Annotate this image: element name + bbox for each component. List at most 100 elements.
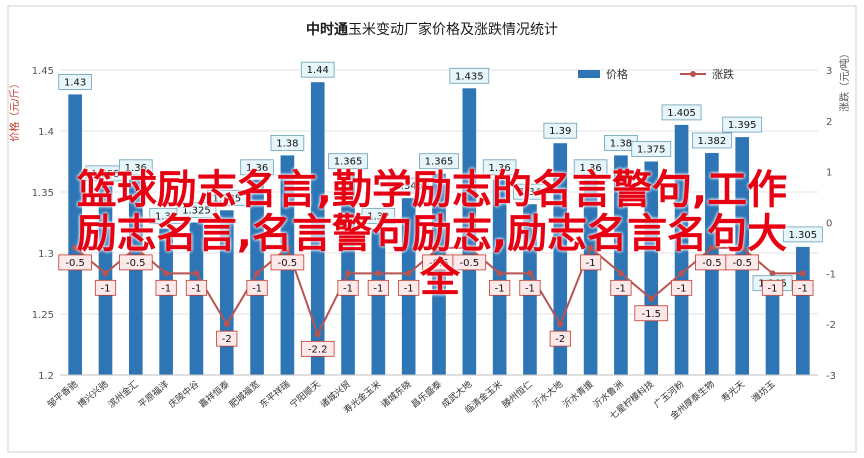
change-point [739,244,746,251]
price-bar [583,179,598,375]
change-point [223,321,230,328]
price-label-box [543,122,578,139]
y-axis-left-title: 价格（元/斤） [8,78,21,141]
price-bar [432,173,446,375]
change-label: -1 [404,283,414,294]
y-tick-left: 1.2 [38,371,54,382]
change-point [72,244,79,251]
change-point [799,270,806,277]
change-label: -2 [555,334,565,345]
change-point [526,270,533,277]
change-label-box [58,254,92,271]
price-label-box [482,159,517,176]
y-tick-right: 1 [826,168,832,179]
change-point [648,295,655,302]
price-label: 1.365 [334,157,363,168]
price-label-box [388,177,429,194]
y-tick-right: 0 [826,219,832,230]
chart-title: 中时通玉米变动厂家价格及涨跌情况统计 [306,21,558,38]
price-bar [674,124,689,376]
price-label: 1.32 [367,212,389,223]
change-label: -1 [586,258,596,269]
change-label: -2.2 [308,344,328,355]
price-label-box [513,183,547,200]
change-point [496,270,503,277]
change-label: -1 [373,283,383,294]
price-label: 1.38 [276,138,298,149]
price-label-box [691,132,732,149]
change-point [193,270,200,277]
change-label: -0.5 [65,258,85,269]
price-label-box [328,153,368,170]
change-label: -0.5 [429,258,449,269]
change-label-box [300,340,335,357]
price-label: 1.34 [519,187,541,198]
change-label-box [367,279,389,296]
change-label-box [519,279,541,296]
change-point [436,244,442,251]
y-tick-right: -2 [826,320,836,331]
price-label-box [722,116,763,133]
change-label-box [337,279,359,296]
change-label-box [670,279,693,296]
price-bar [250,179,264,375]
price-label-box [661,104,702,121]
price-bar [159,228,173,375]
price-label: 1.38 [610,138,632,149]
change-label-box [610,279,632,296]
price-label: 1.305 [789,230,818,241]
price-label-box [631,141,672,157]
y-tick-left: 1.3 [38,249,54,260]
price-label-box [119,159,153,176]
change-label: -1 [343,283,353,294]
change-label-box [119,254,153,271]
change-label-box [398,279,420,296]
change-label: -1 [798,283,808,294]
price-label: 1.32 [155,212,177,223]
y-tick-left: 1.35 [32,188,54,199]
legend-bar-label: 价格 [606,67,628,81]
change-label-box [761,279,784,296]
y-tick-right: -1 [826,269,836,280]
change-label-box [489,279,511,296]
price-label-box [361,208,396,225]
change-point [557,321,564,328]
change-point [163,270,170,277]
y-tick-right: 2 [826,117,832,128]
change-label-box [549,330,571,347]
price-label-box [176,202,217,218]
price-bar [128,179,143,375]
change-point [132,244,139,251]
legend-line-label: 涨跌 [712,67,734,81]
chart-title-rest: 玉米变动厂家价格及涨跌情况统计 [348,21,558,38]
y-tick-left: 1.45 [32,66,54,77]
legend-bar-swatch [578,70,600,78]
price-bar [796,246,810,375]
y-tick-left: 1.25 [32,310,54,321]
change-label-box [792,279,814,296]
change-label-box [94,279,117,296]
price-label: 1.405 [667,108,696,119]
change-label-box [580,254,602,271]
change-point [678,270,685,277]
price-label: 1.43 [64,77,86,88]
change-point [102,270,109,277]
price-bar [765,295,780,375]
change-point [466,244,473,251]
price-bar [68,94,82,376]
change-label-box [270,254,305,271]
legend-line-marker [690,71,696,77]
price-label-box [206,189,247,206]
price-bar [462,88,477,376]
change-label: -1 [161,283,171,294]
change-label-box [634,305,669,322]
price-bar [614,155,628,375]
change-point [769,270,776,277]
change-point [708,244,715,251]
change-point [345,270,352,277]
change-point [587,244,594,251]
price-label-box [573,159,608,176]
y-axis-right-title: 涨跌（元/吨） [838,48,851,111]
price-label: 1.39 [549,126,571,137]
